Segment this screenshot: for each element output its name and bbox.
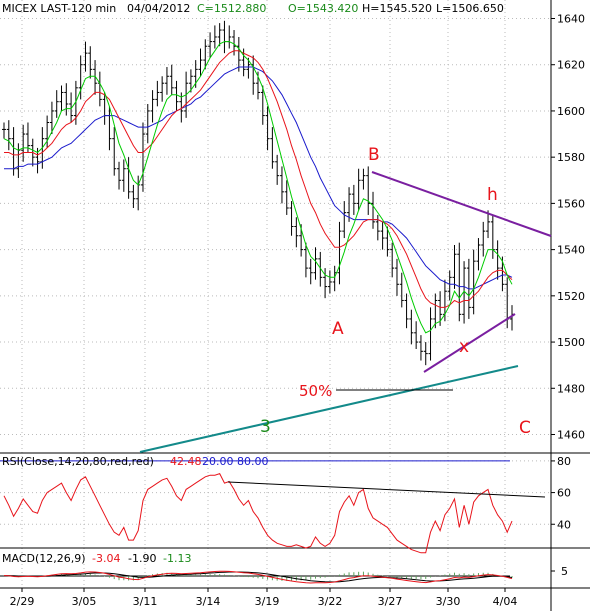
price-tick-label: 1620	[557, 59, 585, 72]
date-tick-label: 3/30	[436, 595, 461, 608]
rsi-upper-value: 80.00	[237, 455, 269, 468]
ma-fast-line	[3, 41, 513, 334]
high-value: H=1545.520	[362, 2, 432, 15]
price-tick-label: 1480	[557, 382, 585, 395]
price-bars	[2, 20, 514, 366]
date-tick-label: 3/27	[378, 595, 403, 608]
price-tick-label: 1600	[557, 105, 585, 118]
wave-3-line	[139, 365, 519, 453]
triangle-trendlines	[371, 171, 552, 373]
low-value: L=1506.650	[436, 2, 504, 15]
price-tick-label: 1500	[557, 336, 585, 349]
macd-label: MACD(12,26,9)	[2, 552, 86, 565]
macd-tick-label: 5	[561, 565, 568, 578]
rsi-tick-label: 80	[557, 455, 571, 468]
macd-line	[3, 570, 513, 584]
fib-50-label: 50%	[299, 382, 332, 400]
wave-label-c: C	[519, 418, 531, 438]
date-tick-label: 3/05	[72, 595, 97, 608]
date-tick-label: 3/22	[318, 595, 343, 608]
rsi-value: 42.48	[170, 455, 202, 468]
rsi-tick-label: 40	[557, 518, 571, 531]
price-tick-label: 1540	[557, 244, 585, 257]
wave-3-trendline	[139, 365, 519, 453]
date-tick-label: 4/04	[493, 595, 518, 608]
date-label: 04/04/2012	[127, 2, 190, 15]
macd-value-3: -1.13	[163, 552, 191, 565]
open-value: O=1543.420	[288, 2, 358, 15]
date-tick-label: 2/29	[10, 595, 35, 608]
rsi-trendline	[227, 481, 546, 498]
macd-value-1: -3.04	[92, 552, 120, 565]
triangle-lower-line	[423, 313, 516, 373]
rsi-line	[3, 472, 513, 554]
date-tick-label: 3/14	[196, 595, 221, 608]
wave-label-b: B	[368, 145, 380, 165]
ma-mid-line	[4, 50, 513, 308]
moving-averages	[3, 41, 513, 334]
price-tick-label: 1560	[557, 197, 585, 210]
triangle-upper-line	[371, 171, 552, 237]
rsi-lower-value: 20.00	[202, 455, 234, 468]
date-tick-label: 3/11	[133, 595, 158, 608]
ma-slow-line	[4, 66, 513, 290]
macd-signal-line	[4, 571, 513, 583]
rsi-tick-label: 60	[557, 487, 571, 500]
wave-label-3: 3	[260, 417, 271, 437]
axes: 1460 1480 1500 1520 1540 1560 1580 1600 1620 1640…	[10, 12, 585, 608]
macd-value-2: -1.90	[128, 552, 156, 565]
rsi-panel	[0, 460, 546, 554]
close-value: C=1512.880	[197, 2, 266, 15]
wave-label-a: A	[332, 319, 344, 339]
wave-label-x: x	[459, 337, 469, 357]
rsi-label: RSI(Close,14,20,80,red,red)	[2, 455, 154, 468]
wave-label-h: h	[487, 185, 498, 205]
date-tick-label: 3/19	[255, 595, 280, 608]
symbol-label: MICEX LAST-120 min	[2, 2, 116, 15]
macd-panel	[0, 570, 513, 584]
price-tick-label: 1640	[557, 12, 585, 25]
price-tick-label: 1460	[557, 429, 585, 442]
price-tick-label: 1520	[557, 290, 585, 303]
price-tick-label: 1580	[557, 151, 585, 164]
